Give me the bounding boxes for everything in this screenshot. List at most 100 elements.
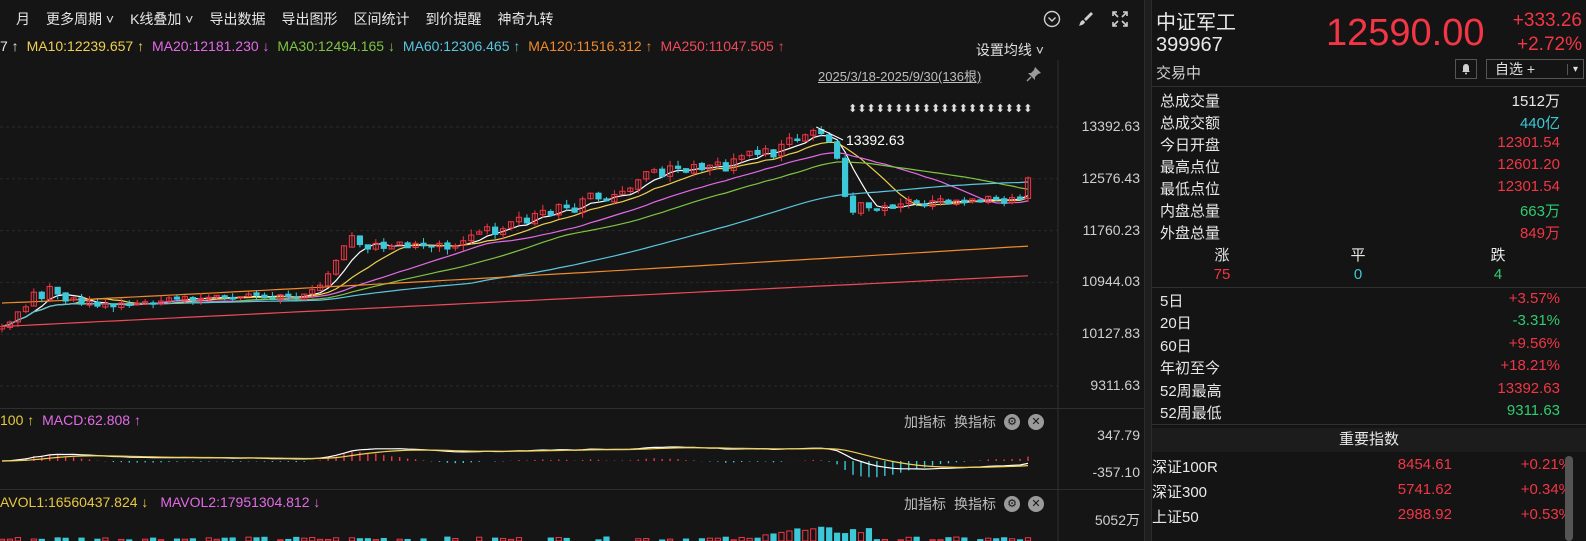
ma-settings-dropdown[interactable]: 设置均线 ˅ [975, 42, 1044, 58]
ma60-line [1, 181, 1029, 327]
macd-divider [0, 408, 1144, 409]
volume-bar [810, 528, 817, 541]
price-change-pct: +2.72% [1517, 34, 1582, 55]
volume-bar [659, 539, 666, 541]
candle-body [857, 202, 865, 214]
magic-nine-button[interactable]: 神奇九转 [497, 11, 554, 27]
candle [436, 240, 443, 252]
candle [643, 171, 650, 183]
dif-line [1, 446, 1029, 470]
ma-legend-row: 7 ↑ MA10:12239.657 ↑ MA20:12181.230 ↓ MA… [0, 38, 1144, 60]
dea-line [1, 447, 1029, 469]
macd-switch-indicator[interactable]: 换指标 [954, 414, 996, 430]
export-image-button[interactable]: 导出图形 [281, 11, 338, 27]
candle-body [754, 149, 761, 155]
candle-body [476, 231, 483, 235]
price-axis-tick: 13392.63 [1081, 118, 1140, 134]
candle [1016, 194, 1024, 201]
important-index-row[interactable]: 深证300 5741.62 +0.34% [1152, 481, 1572, 505]
candle-body [428, 245, 435, 248]
kline-chart[interactable]: ⬍⬍⬍⬍⬍⬍⬍⬍⬍⬍⬍⬍⬍⬍⬍⬍⬍⬍⬍⬍ 13392.63 [0, 60, 1060, 541]
stat-key: 今日开盘 [1160, 137, 1221, 154]
range-stats-button[interactable]: 区间统计 [353, 11, 410, 27]
candle-body [380, 241, 387, 249]
stat-row: 最低点位 12301.54 [1160, 178, 1560, 200]
pin-icon[interactable] [1026, 66, 1042, 82]
candle [229, 293, 236, 301]
export-data-button[interactable]: 导出数据 [209, 11, 266, 27]
kline-overlay-dropdown[interactable]: K线叠加 ˅ [130, 11, 194, 27]
candle-body [643, 171, 650, 180]
gear-icon[interactable]: ⚙ [1004, 414, 1020, 430]
important-index-row[interactable]: 上证50 2988.92 +0.53% [1152, 506, 1572, 530]
volume-bar [1001, 537, 1008, 541]
candle [857, 202, 865, 217]
period-month-button[interactable]: 月 [16, 11, 30, 27]
chevron-circle-icon[interactable] [1042, 9, 1062, 29]
period-key: 52周最高 [1160, 382, 1222, 400]
candle [762, 145, 769, 157]
candle [324, 270, 332, 287]
period-value: 13392.63 [1497, 379, 1560, 397]
ma-lead-label: 7 ↑ [0, 38, 19, 54]
close-icon[interactable]: ✕ [1028, 414, 1044, 430]
candle-body [865, 202, 873, 209]
breadth-up-count: 75 [1213, 266, 1231, 283]
alert-bell-button[interactable] [1455, 59, 1477, 79]
macd-tools: 加指标 换指标 ⚙ ✕ [904, 412, 1044, 432]
candle-body [571, 207, 578, 213]
vol-switch-indicator[interactable]: 换指标 [954, 496, 996, 512]
ma120-label: MA120:11516.312 ↑ [528, 38, 653, 54]
volume-bar [6, 538, 14, 541]
candle-body [340, 245, 348, 261]
candle [332, 259, 340, 276]
stat-row: 今日开盘 12301.54 [1160, 134, 1560, 156]
candle [659, 166, 666, 178]
period-row: 20日 -3.31% [1160, 312, 1560, 334]
candle-body [94, 301, 101, 307]
period-key: 5日 [1160, 293, 1184, 310]
price-alert-button[interactable]: 到价提醒 [425, 11, 482, 27]
candle [110, 303, 117, 313]
candle-body [356, 235, 364, 246]
candle-body [802, 134, 809, 142]
candle [499, 226, 507, 240]
more-periods-dropdown[interactable]: 更多周期 ˅ [46, 11, 115, 27]
date-range-label[interactable]: 2025/3/18-2025/9/30(136根) [818, 69, 982, 84]
stat-row: 总成交额 440亿 [1160, 112, 1560, 134]
candle-body [706, 164, 713, 171]
index-row-name: 上证50 [1152, 509, 1199, 526]
close-icon[interactable]: ✕ [1028, 496, 1044, 512]
volume-bar [841, 533, 849, 541]
candle [30, 288, 37, 307]
candle [444, 240, 451, 255]
candle-body [269, 296, 276, 300]
volume-bar [857, 532, 865, 541]
volume-bar [794, 528, 801, 541]
fullscreen-icon[interactable] [1110, 9, 1130, 29]
candle-body [826, 134, 833, 143]
macd-add-indicator[interactable]: 加指标 [904, 414, 946, 430]
candle-body [38, 291, 45, 300]
quote-divider [1152, 86, 1586, 87]
volume-bar [865, 528, 873, 541]
gear-icon[interactable]: ⚙ [1004, 496, 1020, 512]
index-row-change: +0.34% [1520, 481, 1572, 498]
chevron-down-icon[interactable]: ▾ [1567, 63, 1583, 75]
candle-body [945, 199, 952, 205]
candle [22, 304, 29, 314]
candle [468, 229, 475, 245]
pane-splitter[interactable] [1144, 0, 1152, 541]
candle-body [181, 296, 189, 301]
high-marker: 13392.63 [816, 126, 905, 148]
add-watchlist-button[interactable]: 自选 + ▾ [1486, 59, 1584, 79]
candle [674, 160, 682, 174]
volume-bar [476, 536, 483, 541]
important-index-row[interactable]: 深证100R 8454.61 +0.21% [1152, 456, 1572, 480]
scrollbar[interactable] [1565, 456, 1573, 541]
high-marker-label: 13392.63 [846, 132, 905, 148]
vol-add-indicator[interactable]: 加指标 [904, 496, 946, 512]
brush-icon[interactable] [1076, 9, 1096, 29]
volume-bar [722, 536, 729, 541]
chart-pane[interactable]: 月 更多周期 ˅ K线叠加 ˅ 导出数据 导出图形 区间统计 到价提醒 神奇九转… [0, 0, 1144, 541]
